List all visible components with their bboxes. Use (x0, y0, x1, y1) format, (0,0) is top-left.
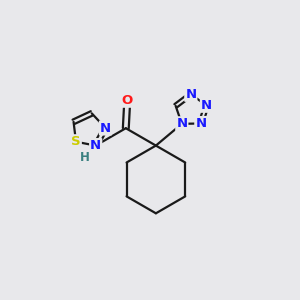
Text: S: S (71, 135, 81, 148)
Text: N: N (90, 139, 101, 152)
Text: H: H (80, 152, 89, 164)
Text: N: N (195, 117, 206, 130)
Text: O: O (122, 94, 133, 107)
Text: N: N (176, 117, 188, 130)
Text: N: N (185, 88, 197, 101)
Text: N: N (100, 122, 111, 134)
Text: N: N (201, 99, 212, 112)
